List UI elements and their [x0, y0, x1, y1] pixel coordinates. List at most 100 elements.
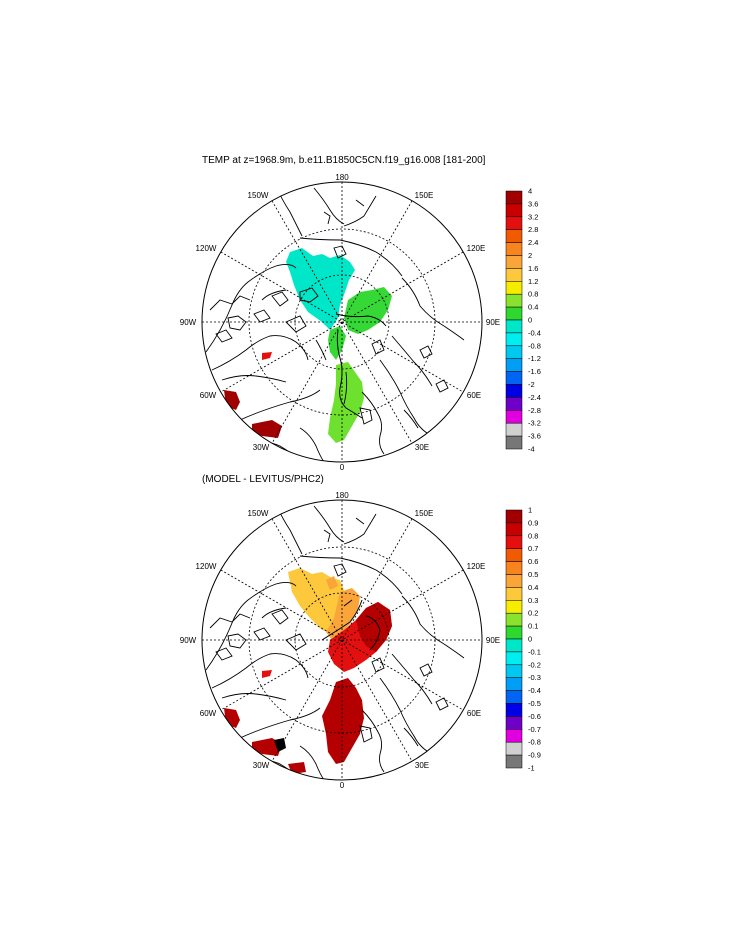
colorbar-label: 1.6: [528, 264, 538, 273]
colorbar-label: 0.3: [528, 596, 538, 605]
colorbar-label: -0.5: [528, 699, 541, 708]
colorbar-label: 0.4: [528, 583, 538, 592]
lon-label-30e: 30E: [415, 443, 429, 452]
colorbar-label: 0.7: [528, 544, 538, 553]
colorbar-box: [505, 410, 523, 424]
field-green-region: [344, 287, 392, 334]
lon-label-120e: 120E: [467, 244, 486, 253]
field-darkred-region: [322, 678, 364, 764]
colorbar-box: [505, 690, 523, 704]
field-cyan-patch: [326, 258, 338, 276]
colorbar-box: [505, 677, 523, 691]
colorbar-box: [505, 651, 523, 666]
colorbar-box: [505, 203, 523, 218]
colorbar-box: [505, 703, 523, 717]
colorbar-1: 4 3.6 3.2 2.8 2.4 2 1.6 1.2 0.8 0.4 0 -0.4 -0.8 -1.2 -…: [505, 187, 541, 454]
colorbar-box: [505, 293, 523, 308]
colorbar-box: [505, 255, 523, 269]
coastlines: [205, 503, 465, 780]
colorbar-box: [505, 561, 523, 575]
colorbar-label: -0.4: [528, 328, 541, 337]
colorbar-box: [505, 600, 523, 614]
colorbar-box: [505, 548, 523, 562]
colorbar-label: 1.2: [528, 277, 538, 286]
colorbar-label: 2.8: [528, 225, 538, 234]
colorbar-label: 3.2: [528, 212, 538, 221]
colorbar-box: [505, 216, 523, 230]
colorbar-label: 0: [528, 635, 532, 644]
colorbar-box: [505, 358, 523, 372]
lon-label-90e: 90E: [486, 636, 500, 645]
colorbar-label: 2: [528, 251, 532, 260]
colorbar-box: [505, 587, 523, 601]
colorbar-label: 0.9: [528, 518, 538, 527]
colorbar-label: -3.6: [528, 432, 541, 441]
colorbar-label: 0: [528, 316, 532, 325]
colorbar-box: [505, 716, 523, 730]
colorbar-label: 0.6: [528, 557, 538, 566]
colorbar-box: [505, 625, 523, 640]
lon-labels: 180 150W 150E 120W 120E 90W 90E 60W 60E …: [180, 491, 500, 790]
colorbar-box: [505, 332, 523, 347]
field-darkred-band: [356, 602, 392, 652]
colorbar-label: 0.2: [528, 609, 538, 618]
map-boundary: [201, 499, 483, 781]
colorbar-box: [505, 229, 523, 243]
lon-label-90w: 90W: [180, 636, 197, 645]
colorbar-2: 1 0.9 0.8 0.7 0.6 0.5 0.4 0.3 0.2 0.1 0 -0.1 -0.2 -0.…: [505, 506, 541, 773]
colorbar-box: [505, 422, 523, 437]
colorbar-box: [505, 306, 523, 321]
lon-label-90e: 90E: [486, 318, 500, 327]
colorbar-box: [505, 574, 523, 588]
colorbar-box: [505, 397, 523, 411]
lon-label-0: 0: [340, 463, 345, 472]
colorbar-box: [505, 268, 523, 282]
lon-label-150e: 150E: [415, 191, 434, 200]
colorbar-label: -2: [528, 380, 535, 389]
field-red-patch: [262, 352, 272, 360]
lon-label-60w: 60W: [200, 709, 217, 718]
colorbar-label: -1: [528, 764, 535, 773]
colorbar-label: -0.8: [528, 738, 541, 747]
lon-label-0: 0: [340, 781, 345, 790]
zero-contours: [321, 599, 381, 651]
colorbar-box: [505, 190, 523, 205]
lon-label-30w: 30W: [253, 443, 270, 452]
colorbar-label: -4: [528, 445, 535, 454]
colorbar-label: 4: [528, 187, 532, 196]
colorbar-label: 0.1: [528, 622, 538, 631]
field-cyan-region: [286, 248, 355, 330]
colorbar-box: [505, 741, 523, 756]
lon-label-60e: 60E: [467, 391, 481, 400]
field-red-patch: [262, 670, 272, 678]
lon-label-150w: 150W: [248, 509, 269, 518]
lon-label-90w: 90W: [180, 318, 197, 327]
lon-label-120e: 120E: [467, 562, 486, 571]
colorbar-box: [505, 522, 523, 537]
colorbar-label: -3.2: [528, 419, 541, 428]
field-darkred-patch-60w: [224, 708, 240, 728]
meridians: [202, 182, 482, 462]
colorbar-label: -2.4: [528, 393, 541, 402]
lon-labels: 180 150W 150E 120W 120E 90W 90E 60W 60E …: [180, 173, 500, 472]
colorbar-box: [505, 319, 523, 334]
colorbar-box: [505, 435, 523, 450]
colorbar-label: 0.8: [528, 531, 538, 540]
field-orange-patch: [326, 576, 338, 590]
colorbar-label: -0.3: [528, 673, 541, 682]
colorbar-label: 3.6: [528, 199, 538, 208]
colorbar-label: 0.5: [528, 570, 538, 579]
panel-2-map: 180 150W 150E 120W 120E 90W 90E 60W 60E …: [180, 491, 541, 790]
colorbar-box: [505, 612, 523, 627]
colorbar-box: [505, 242, 523, 256]
colorbar-label: -0.9: [528, 751, 541, 760]
lon-label-180: 180: [335, 491, 349, 500]
colorbar-label: -1.6: [528, 367, 541, 376]
colorbar-label: -0.6: [528, 712, 541, 721]
colorbar-box: [505, 535, 523, 549]
panel-2-title: (MODEL - LEVITUS/PHC2): [202, 474, 324, 485]
colorbar-box: [505, 345, 523, 359]
lon-label-60w: 60W: [200, 391, 217, 400]
lon-label-120w: 120W: [196, 244, 217, 253]
